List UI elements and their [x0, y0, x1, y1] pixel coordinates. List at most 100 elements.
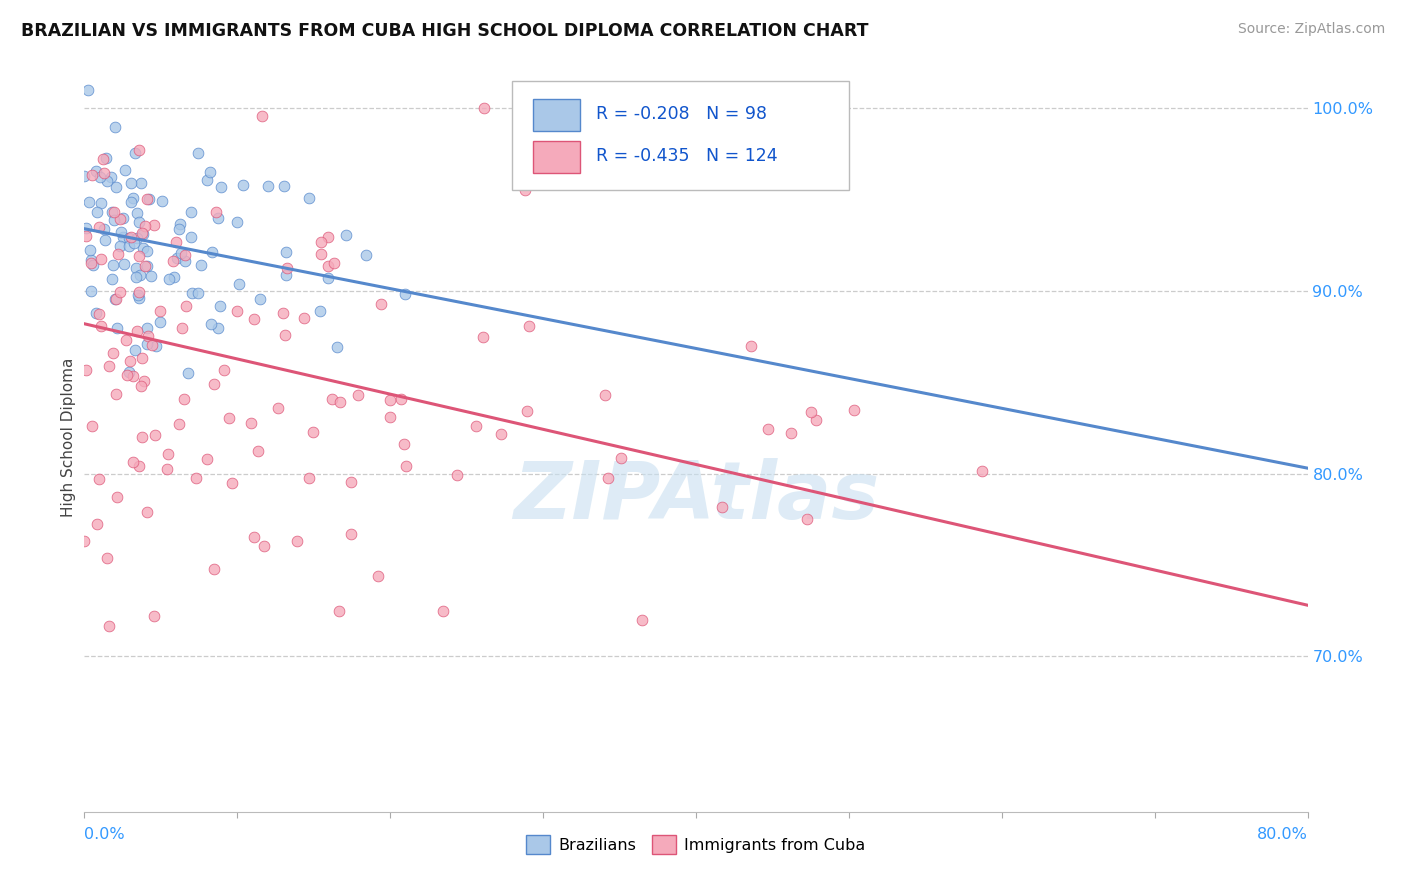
Point — [120, 229, 142, 244]
Point — [302, 425, 325, 439]
Point — [710, 500, 733, 514]
Point — [87, 472, 110, 486]
Point — [127, 206, 149, 220]
Point — [103, 205, 125, 219]
Point — [972, 464, 994, 478]
Point — [181, 286, 204, 301]
Point — [328, 604, 350, 618]
Point — [107, 246, 129, 260]
Point — [114, 162, 136, 177]
Point — [162, 253, 184, 268]
Text: R = -0.208   N = 98: R = -0.208 N = 98 — [596, 105, 766, 123]
Point — [75, 228, 97, 243]
Point — [122, 369, 145, 384]
Point — [204, 205, 226, 219]
Point — [607, 83, 630, 97]
Point — [247, 443, 270, 458]
Point — [103, 212, 125, 227]
Point — [257, 178, 280, 193]
Point — [169, 217, 191, 231]
Point — [187, 145, 209, 160]
Point — [80, 418, 103, 433]
Point — [253, 539, 276, 553]
Point — [316, 260, 339, 274]
Point — [118, 354, 141, 368]
Bar — [533, 141, 579, 172]
Point — [141, 338, 163, 352]
Point — [96, 551, 118, 566]
Point — [163, 269, 186, 284]
Point — [135, 259, 157, 273]
Point — [134, 219, 156, 233]
Point — [101, 258, 124, 272]
Point — [779, 425, 801, 440]
Point — [143, 609, 166, 624]
Point — [177, 366, 200, 380]
Point — [118, 239, 141, 253]
Point — [267, 401, 290, 415]
Point — [228, 277, 250, 291]
Point — [517, 319, 540, 334]
Point — [395, 459, 418, 474]
Point — [89, 170, 111, 185]
Point — [93, 166, 115, 180]
Point — [180, 205, 202, 219]
Point — [128, 214, 150, 228]
Point — [112, 211, 135, 226]
Point — [118, 365, 141, 379]
Point — [118, 231, 141, 245]
Point — [134, 374, 156, 388]
Point — [226, 215, 249, 229]
Point — [80, 284, 103, 298]
Point — [432, 604, 454, 618]
Point — [135, 321, 157, 335]
Point — [630, 613, 652, 627]
Point — [96, 151, 118, 165]
Point — [142, 219, 165, 233]
Point — [110, 225, 132, 239]
Point — [347, 388, 370, 402]
Point — [309, 235, 332, 249]
Point — [131, 430, 153, 444]
Point — [108, 239, 131, 253]
Point — [138, 193, 160, 207]
Point — [195, 452, 218, 467]
Point — [120, 195, 142, 210]
Point — [86, 205, 108, 219]
Point — [104, 292, 127, 306]
Point — [465, 419, 488, 434]
Point — [201, 245, 224, 260]
Point — [131, 351, 153, 366]
Point — [173, 248, 195, 262]
Point — [740, 339, 762, 353]
Y-axis label: High School Diploma: High School Diploma — [60, 358, 76, 516]
Point — [325, 340, 347, 354]
Bar — [533, 99, 579, 130]
Point — [111, 230, 134, 244]
FancyBboxPatch shape — [513, 81, 849, 190]
Point — [125, 270, 148, 285]
Point — [273, 179, 295, 194]
Text: Source: ZipAtlas.com: Source: ZipAtlas.com — [1237, 22, 1385, 37]
Point — [298, 191, 321, 205]
Point — [105, 321, 128, 335]
Point — [198, 165, 221, 179]
Point — [308, 303, 330, 318]
Text: R = -0.435   N = 124: R = -0.435 N = 124 — [596, 147, 778, 165]
Point — [796, 511, 818, 525]
Point — [370, 297, 392, 311]
Point — [100, 205, 122, 219]
Point — [389, 392, 412, 406]
Point — [124, 343, 146, 357]
Point — [76, 221, 98, 235]
Point — [124, 146, 146, 161]
Point — [125, 261, 148, 276]
Point — [121, 455, 143, 469]
Point — [89, 308, 111, 322]
Point — [84, 164, 107, 178]
Point — [394, 287, 416, 301]
Point — [471, 330, 494, 344]
Point — [200, 317, 222, 331]
Point — [89, 219, 111, 234]
Point — [105, 387, 128, 401]
